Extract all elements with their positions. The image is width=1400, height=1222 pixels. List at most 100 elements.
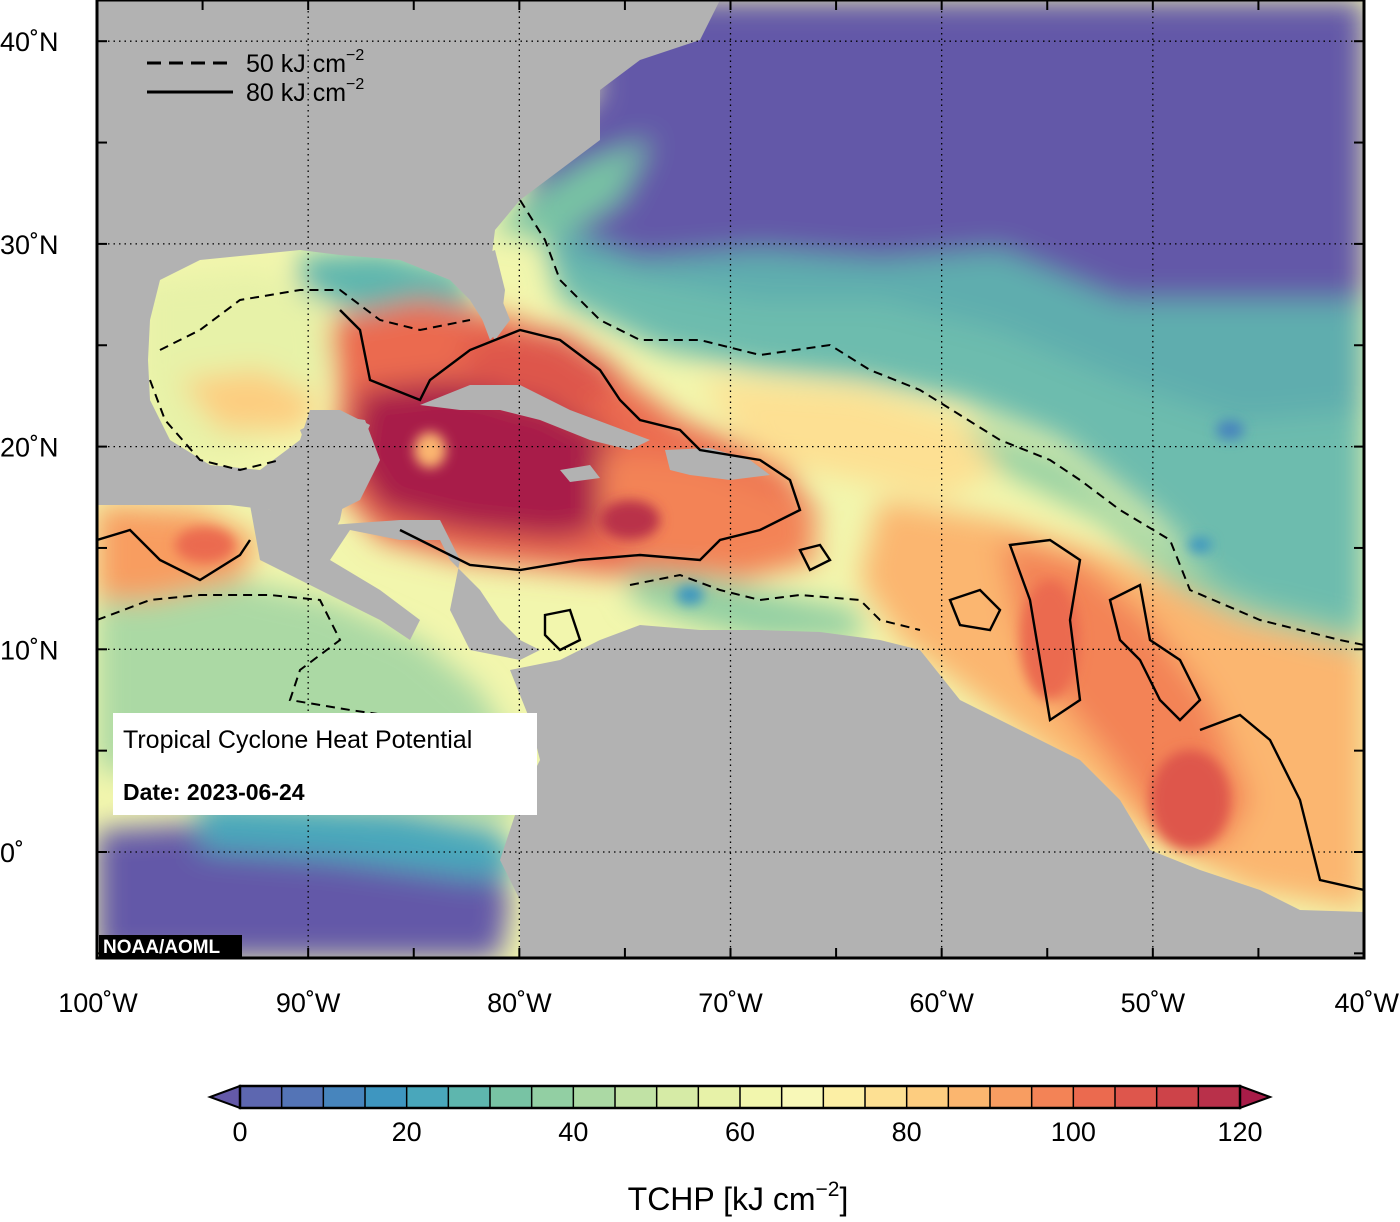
colorbar-cell (1031, 1086, 1074, 1108)
hot-spot-1 (414, 432, 446, 468)
tchp-detail (175, 420, 1244, 850)
colorbar-tick-label: 80 (892, 1117, 922, 1147)
gulf-loop-warm (180, 370, 320, 430)
lon-label: 40˚W (1334, 988, 1399, 1018)
caribbean-orange (600, 450, 820, 580)
colorbar-cell (823, 1086, 866, 1108)
colorbar-cell (740, 1086, 783, 1108)
colorbar-tick-label: 120 (1217, 1117, 1262, 1147)
info-box-date: Date: 2023-06-24 (123, 779, 305, 805)
colorbar-tick-label: 40 (558, 1117, 588, 1147)
lon-label: 90˚W (276, 988, 341, 1018)
colorbar-tick-label: 100 (1051, 1117, 1096, 1147)
colorbar-cell (1073, 1086, 1116, 1108)
info-box-title: Tropical Cyclone Heat Potential (123, 726, 472, 754)
colorbar-min-arrow (207, 1084, 241, 1110)
colorbar-cell (281, 1086, 324, 1108)
colorbar-cell (615, 1086, 658, 1108)
lon-label: 50˚W (1121, 988, 1186, 1018)
colorbar-cell (365, 1086, 408, 1108)
lat-label: 10˚N (0, 635, 59, 665)
credit-text: NOAA/AOML (103, 937, 221, 958)
cold-spot-1 (1216, 420, 1244, 440)
north-america (97, 0, 720, 540)
colorbar-cell (573, 1086, 616, 1108)
colorbar-cell (1115, 1086, 1158, 1108)
contour-80-small-2 (798, 543, 832, 572)
colorbar-cell (1198, 1086, 1241, 1108)
contour-80-small-3 (543, 608, 582, 652)
contour-50-gulf (159, 289, 471, 351)
colorbar-cell (990, 1086, 1033, 1108)
pacific-hot (175, 527, 235, 563)
south-america (500, 625, 1364, 958)
colorbar-cell (698, 1086, 741, 1108)
info-box: Tropical Cyclone Heat Potential Date: 20… (113, 713, 537, 815)
colorbar-tick-label: 20 (392, 1117, 422, 1147)
colorbar-cell (656, 1086, 699, 1108)
hot-spot-2 (600, 500, 660, 540)
contour-80-small-1 (948, 588, 1002, 632)
colorbar-cells (240, 1086, 1241, 1108)
colorbar-cell (865, 1086, 908, 1108)
atlantic-yellow (700, 380, 1000, 500)
colorbar-cell (1156, 1086, 1199, 1108)
contour-50-gulf-west (149, 379, 281, 472)
colorbar-cell (490, 1086, 533, 1108)
hot-spot-4 (1150, 750, 1230, 850)
colorbar-label: TCHP [kJ cm−2] (628, 1178, 849, 1217)
jamaica (560, 465, 600, 482)
land (97, 0, 1364, 958)
lat-label: 20˚N (0, 433, 59, 463)
contour-50-pacific (97, 594, 421, 721)
lat-label: 40˚N (0, 27, 59, 57)
hot-spot-3 (1020, 580, 1080, 700)
colorbar-cell (531, 1086, 574, 1108)
colorbar: 0 20 40 60 80 100 120 TCHP [kJ cm−2] (207, 1084, 1273, 1217)
pacific-teal (200, 800, 520, 880)
lon-label: 60˚W (909, 988, 974, 1018)
cold-spot-2 (1188, 537, 1212, 553)
yucatan (300, 415, 380, 510)
green-band (960, 420, 1364, 650)
cold-spot-3 (676, 585, 704, 605)
colorbar-cell (240, 1086, 283, 1108)
cool-band (540, 220, 1364, 640)
hispaniola (665, 448, 770, 480)
colorbar-cell (948, 1086, 991, 1108)
contour-80-east (1199, 713, 1364, 892)
colorbar-cell (906, 1086, 949, 1108)
lon-label: 70˚W (698, 988, 763, 1018)
contours-50 (97, 199, 1364, 721)
colorbar-ticks: 0 20 40 60 80 100 120 (232, 1086, 1263, 1147)
contour-legend: 50 kJ cm−2 80 kJ cm−2 (147, 47, 364, 107)
credit-bg (99, 935, 242, 957)
axis-ticks (96, 0, 1365, 958)
colorbar-max-arrow (1239, 1084, 1273, 1110)
contour-80-caribbean (339, 309, 802, 572)
contour-50-north (519, 199, 1364, 646)
contour-80-pacific (97, 528, 251, 582)
colorbar-tick-label: 0 (232, 1117, 247, 1147)
contour-80-guiana (1008, 538, 1082, 723)
legend-solid-label: 80 kJ cm−2 (246, 76, 364, 107)
longitude-labels: 100˚W 90˚W 80˚W 70˚W 60˚W 50˚W 40˚W (58, 988, 1399, 1018)
map-panel (97, 0, 1364, 958)
colorbar-cell (448, 1086, 491, 1108)
colorbar-cell (323, 1086, 366, 1108)
cuba (420, 385, 650, 450)
credit-badge: NOAA/AOML (99, 935, 242, 958)
central-america (250, 505, 540, 660)
colorbar-cell (781, 1086, 824, 1108)
lon-label: 100˚W (58, 988, 138, 1018)
contour-80-guiana-2 (1108, 583, 1202, 722)
florida (470, 250, 505, 340)
info-box-bg (113, 713, 537, 815)
contour-50-south-carib (629, 573, 921, 631)
lon-label: 80˚W (487, 988, 552, 1018)
colorbar-tick-label: 60 (725, 1117, 755, 1147)
latitude-labels: 40˚N 30˚N 20˚N 10˚N 0˚ (0, 27, 59, 868)
colorbar-cell (406, 1086, 449, 1108)
contours-80 (97, 309, 1364, 892)
